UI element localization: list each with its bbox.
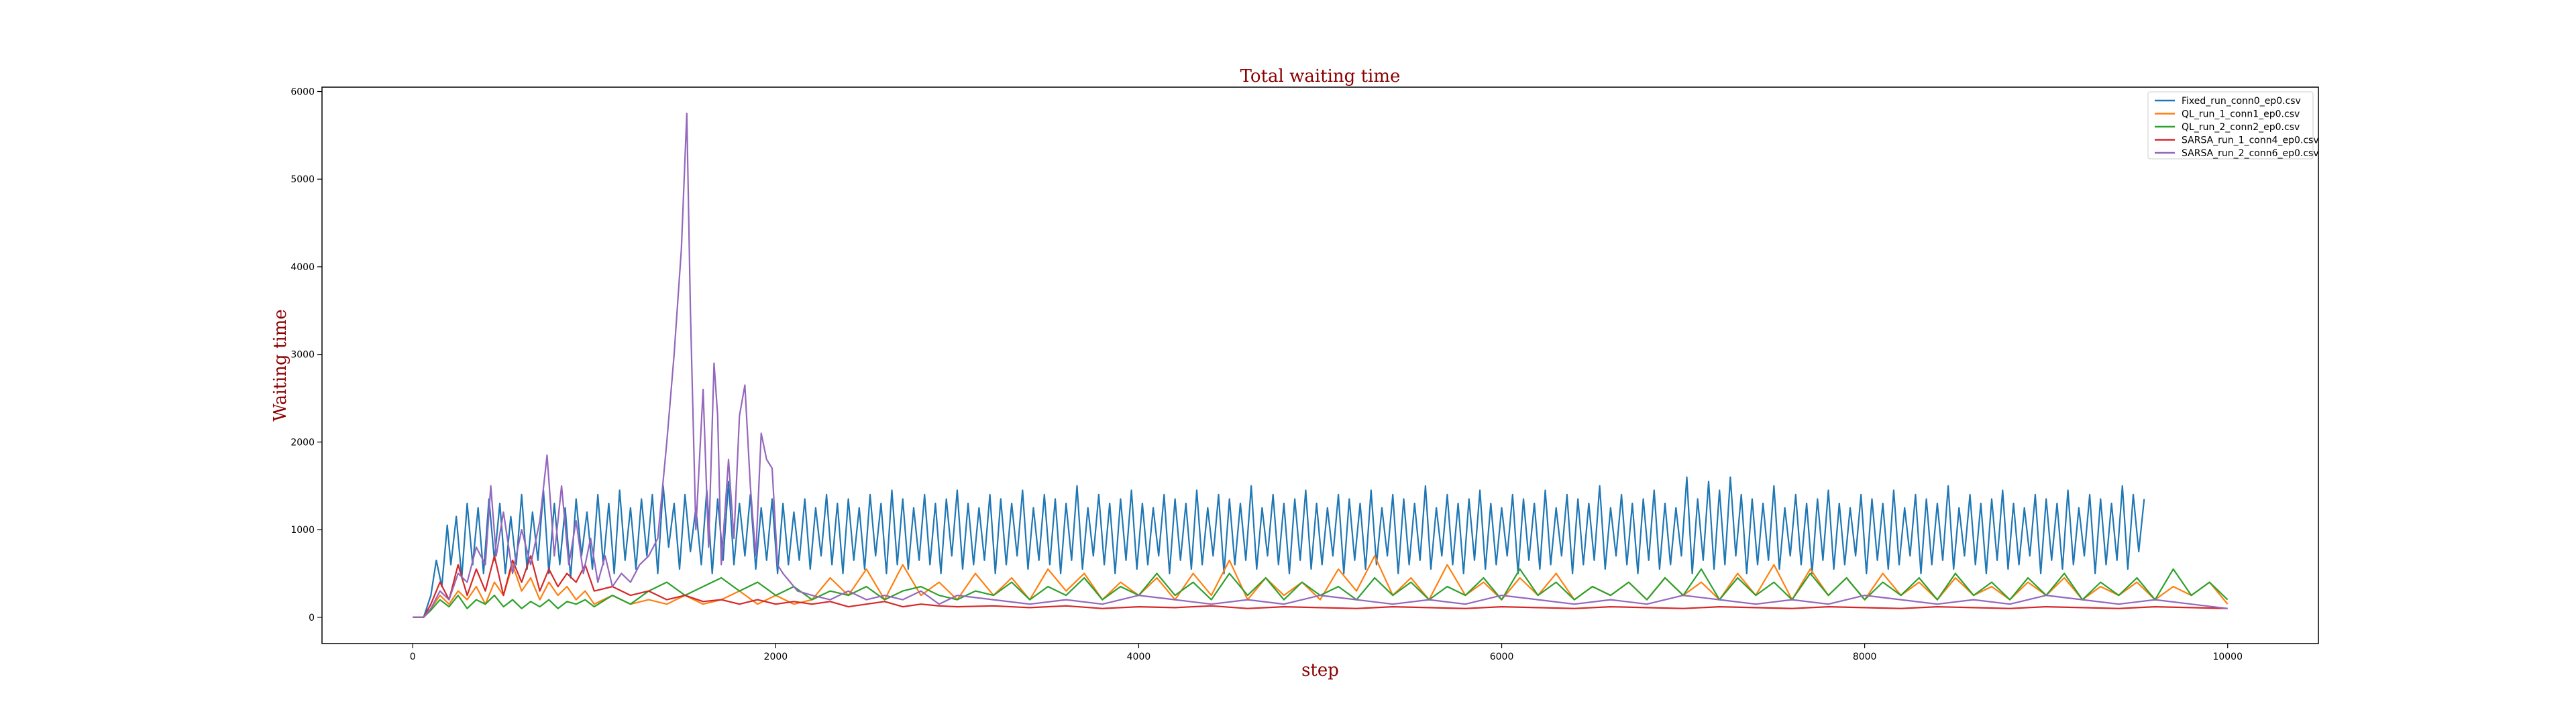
series-line-2 [413,555,2229,618]
legend-label-2: QL_run_1_conn1_ep0.csv [2182,109,2300,120]
x-tick-label: 6000 [1490,652,1514,662]
series-lines [413,113,2229,618]
y-tick-label: 6000 [290,87,315,98]
x-tick-label: 4000 [1127,652,1151,662]
plot-frame [321,86,2319,644]
x-axis-label: step [1301,660,1339,680]
y-tick-label: 5000 [290,174,315,185]
x-tick-label: 2000 [764,652,788,662]
legend: Fixed_run_conn0_ep0.csv QL_run_1_conn1_ep… [2147,91,2319,160]
series-line-4 [413,555,2228,618]
legend-label-1: Fixed_run_conn0_ep0.csv [2182,96,2301,107]
x-tick-label: 10000 [2212,652,2243,662]
x-tick-label: 8000 [1853,652,1877,662]
series-line-3 [413,568,2229,618]
y-tick-label: 2000 [290,437,315,448]
y-axis-label: Waiting time [270,309,290,422]
y-axis-ticks: 0 1000 2000 3000 4000 5000 6000 [290,87,322,623]
legend-label-3: QL_run_2_conn2_ep0.csv [2182,122,2300,133]
series-line-5 [413,113,2228,618]
y-tick-label: 0 [309,613,315,623]
y-tick-label: 4000 [290,262,315,273]
legend-label-5: SARSA_run_2_conn6_ep0.csv [2182,148,2319,159]
chart-title: Total waiting time [1240,66,1401,86]
x-tick-label: 0 [410,652,416,662]
y-tick-label: 1000 [290,525,315,536]
legend-frame [2147,91,2314,160]
series-line-1 [413,476,2145,618]
legend-label-4: SARSA_run_1_conn4_ep0.csv [2182,135,2319,146]
x-axis-ticks: 0 2000 4000 6000 8000 10000 [410,644,2243,662]
y-tick-label: 3000 [290,350,315,361]
